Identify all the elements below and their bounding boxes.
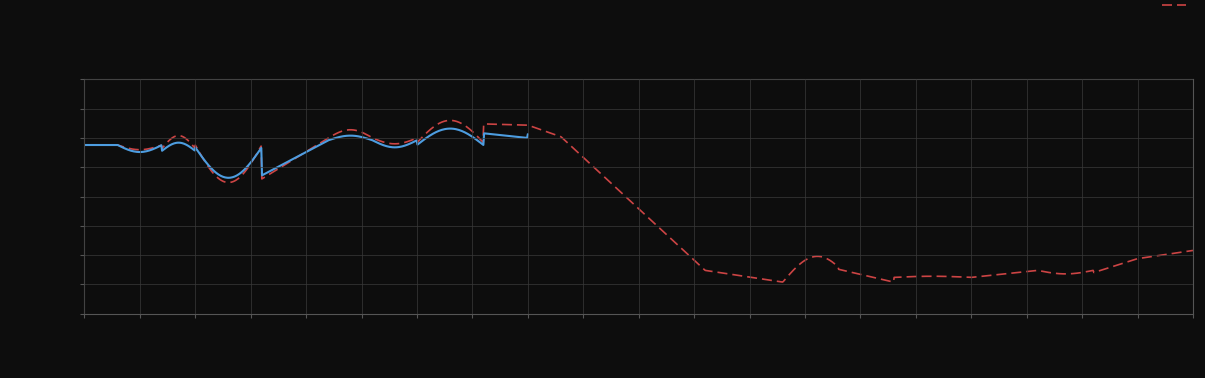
Legend: , : ,: [1158, 0, 1193, 15]
